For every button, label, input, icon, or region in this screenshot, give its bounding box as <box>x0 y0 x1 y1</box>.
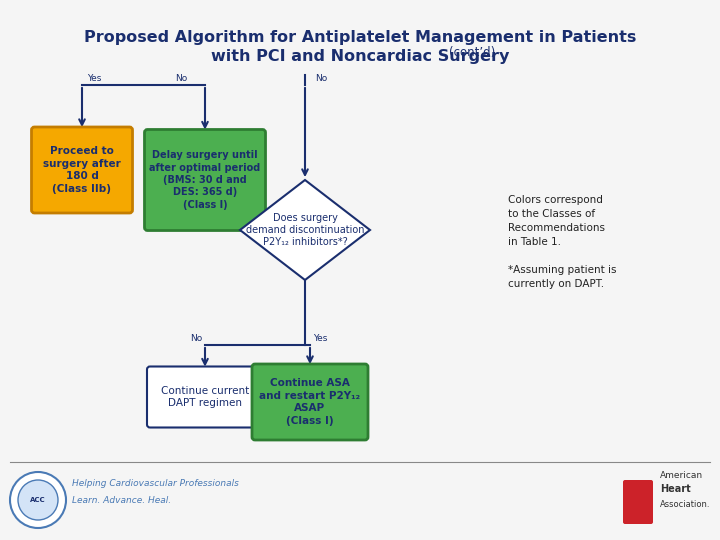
FancyBboxPatch shape <box>147 367 263 428</box>
FancyBboxPatch shape <box>623 480 653 524</box>
Text: Colors correspond
to the Classes of
Recommendations
in Table 1.

*Assuming patie: Colors correspond to the Classes of Reco… <box>508 195 616 289</box>
Text: ACC: ACC <box>30 497 46 503</box>
Text: No: No <box>315 74 328 83</box>
Text: Heart: Heart <box>660 484 690 494</box>
FancyBboxPatch shape <box>145 130 266 231</box>
Text: Association.: Association. <box>660 500 711 509</box>
Text: Learn. Advance. Heal.: Learn. Advance. Heal. <box>72 496 171 505</box>
Text: (cont’d): (cont’d) <box>449 46 495 59</box>
Text: Helping Cardiovascular Professionals: Helping Cardiovascular Professionals <box>72 479 239 488</box>
Text: Yes: Yes <box>313 334 328 343</box>
Polygon shape <box>240 180 370 280</box>
Text: No: No <box>190 334 202 343</box>
Text: No: No <box>175 74 187 83</box>
Text: Yes: Yes <box>87 74 102 83</box>
FancyBboxPatch shape <box>252 364 368 440</box>
Text: Continue current
DAPT regimen: Continue current DAPT regimen <box>161 386 249 408</box>
Circle shape <box>18 480 58 520</box>
Text: Proposed Algorithm for Antiplatelet Management in Patients
with PCI and Noncardi: Proposed Algorithm for Antiplatelet Mana… <box>84 30 636 64</box>
Text: Does surgery
demand discontinuation
P2Y₁₂ inhibitors*?: Does surgery demand discontinuation P2Y₁… <box>246 213 364 247</box>
Text: Delay surgery until
after optimal period
(BMS: 30 d and
DES: 365 d)
(Class I): Delay surgery until after optimal period… <box>149 150 261 210</box>
FancyBboxPatch shape <box>32 127 132 213</box>
Circle shape <box>10 472 66 528</box>
Text: Continue ASA
and restart P2Y₁₂
ASAP
(Class I): Continue ASA and restart P2Y₁₂ ASAP (Cla… <box>259 379 361 426</box>
Text: American: American <box>660 471 703 480</box>
Text: Proceed to
surgery after
180 d
(Class IIb): Proceed to surgery after 180 d (Class II… <box>43 146 121 194</box>
